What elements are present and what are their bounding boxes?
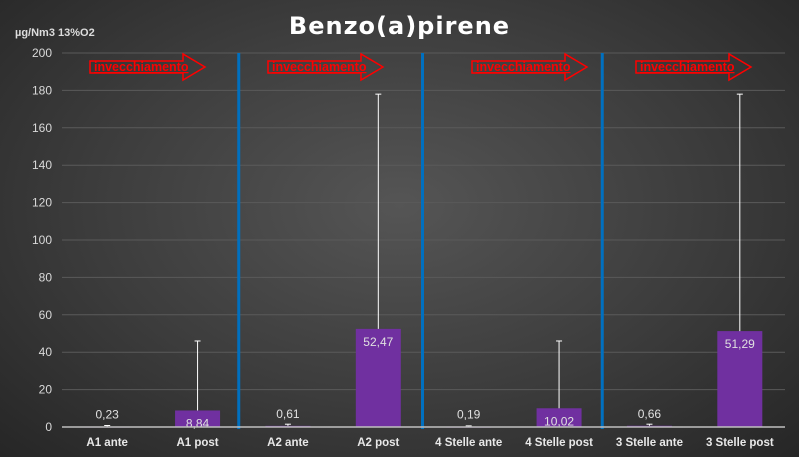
y-tick-label: 80	[39, 270, 53, 284]
x-tick-label: A1 ante	[86, 437, 128, 449]
data-label: 0,19	[457, 408, 481, 422]
bar	[175, 410, 221, 427]
y-tick-label: 60	[39, 308, 53, 322]
bar	[717, 331, 763, 427]
data-label: 8,84	[186, 416, 210, 430]
y-tick-label: 120	[32, 196, 52, 210]
data-label: 0,66	[638, 407, 662, 421]
arrow-annotation	[471, 52, 589, 82]
data-label: 52,47	[363, 335, 393, 349]
chart-title: Benzo(a)pirene	[288, 12, 511, 40]
x-tick-label: A2 ante	[267, 437, 309, 449]
y-tick-label: 180	[32, 83, 52, 97]
data-label: 10,02	[544, 414, 574, 428]
y-axis-label: µg/Nm3 13%O2	[15, 27, 95, 39]
annotation-label: invecchiamento	[476, 60, 571, 74]
annotation-label: invecchiamento	[272, 60, 367, 74]
y-tick-label: 20	[39, 383, 53, 397]
y-tick-label: 140	[32, 158, 52, 172]
arrow-annotation	[635, 52, 753, 82]
x-tick-label: 3 Stelle post	[706, 437, 774, 449]
bar	[355, 328, 401, 427]
x-tick-label: A1 post	[176, 437, 218, 449]
x-tick-label: 4 Stelle ante	[435, 437, 502, 449]
annotation-label: invecchiamento	[640, 60, 735, 74]
y-tick-label: 200	[32, 46, 52, 60]
annotation-label: invecchiamento	[94, 60, 189, 74]
y-tick-label: 40	[39, 345, 53, 359]
data-label: 0,61	[276, 407, 300, 421]
x-tick-label: A2 post	[357, 437, 399, 449]
x-tick-label: 3 Stelle ante	[616, 437, 683, 449]
arrow-annotation	[267, 52, 385, 82]
data-label: 51,29	[725, 337, 755, 351]
y-tick-label: 100	[32, 233, 52, 247]
data-label: 0,23	[96, 408, 120, 422]
bar	[536, 408, 582, 427]
x-tick-label: 4 Stelle post	[525, 437, 593, 449]
arrow-annotation	[89, 52, 207, 82]
y-tick-label: 0	[45, 420, 52, 434]
y-tick-label: 160	[32, 121, 52, 135]
